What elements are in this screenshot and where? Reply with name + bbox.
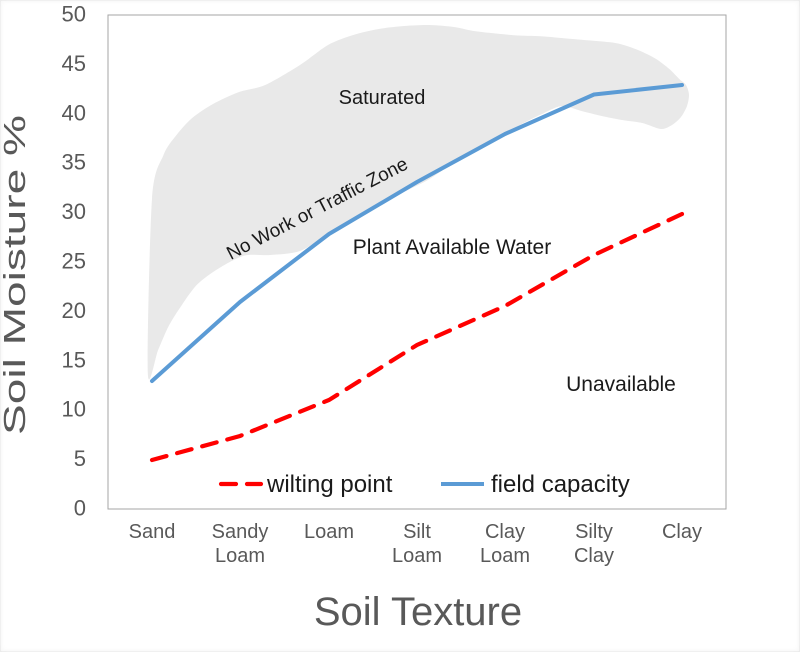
svg-text:45: 45 (62, 51, 86, 76)
svg-text:Loam: Loam (480, 545, 530, 567)
svg-text:25: 25 (62, 249, 86, 274)
svg-text:Clay: Clay (574, 545, 614, 567)
svg-text:Clay: Clay (485, 521, 525, 543)
svg-text:50: 50 (62, 2, 86, 27)
svg-text:Soil Moisture %: Soil Moisture % (0, 115, 32, 435)
svg-text:10: 10 (62, 397, 86, 422)
svg-text:0: 0 (74, 496, 86, 521)
svg-text:Sand: Sand (129, 521, 176, 543)
svg-text:Clay: Clay (662, 521, 702, 543)
svg-text:40: 40 (62, 100, 86, 125)
svg-text:field capacity: field capacity (491, 471, 630, 498)
svg-text:20: 20 (62, 298, 86, 323)
svg-text:Silty: Silty (575, 521, 613, 543)
svg-text:30: 30 (62, 199, 86, 224)
svg-text:Sandy: Sandy (212, 521, 269, 543)
svg-text:wilting point: wilting point (266, 471, 393, 498)
svg-text:Soil Texture: Soil Texture (314, 590, 522, 634)
svg-text:Plant Available Water: Plant Available Water (353, 236, 551, 259)
svg-text:Unavailable: Unavailable (566, 373, 676, 396)
svg-text:Loam: Loam (215, 545, 265, 567)
svg-text:Silt: Silt (403, 521, 431, 543)
svg-text:Loam: Loam (304, 521, 354, 543)
svg-text:35: 35 (62, 150, 86, 175)
svg-text:15: 15 (62, 347, 86, 372)
svg-text:5: 5 (74, 446, 86, 471)
svg-text:Saturated: Saturated (339, 87, 426, 109)
svg-text:Loam: Loam (392, 545, 442, 567)
